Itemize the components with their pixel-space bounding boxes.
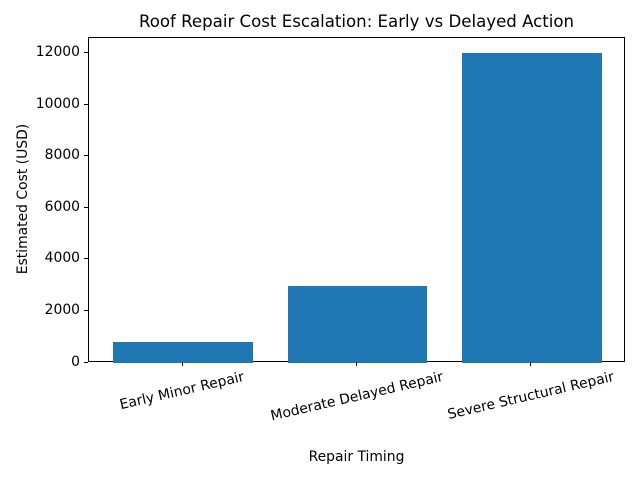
- plot-area: [88, 37, 625, 363]
- y-tick-label: 0: [71, 353, 80, 370]
- x-tick-label-moderate-delayed-repair: Moderate Delayed Repair: [268, 369, 445, 425]
- x-tick-label-severe-structural-repair: Severe Structural Repair: [446, 368, 616, 423]
- y-tick-label: 12000: [35, 43, 80, 60]
- y-tick-mark: [84, 309, 88, 311]
- y-tick-label: 6000: [44, 198, 80, 215]
- y-tick-mark: [84, 103, 88, 105]
- y-tick-mark: [84, 51, 88, 53]
- y-tick-mark: [84, 206, 88, 208]
- y-tick-mark: [84, 258, 88, 260]
- bar-moderate-delayed-repair: [287, 285, 428, 363]
- bar-early-minor-repair: [113, 342, 253, 363]
- y-tick-mark: [84, 155, 88, 157]
- y-tick-label: 2000: [44, 301, 80, 318]
- y-tick-mark: [84, 361, 88, 363]
- y-tick-label: 8000: [44, 147, 80, 164]
- x-axis-label: Repair Timing: [308, 449, 405, 465]
- bar-severe-structural-repair: [462, 53, 602, 363]
- chart-title: Roof Repair Cost Escalation: Early vs De…: [138, 12, 575, 31]
- x-tick-label-early-minor-repair: Early Minor Repair: [118, 368, 246, 414]
- y-tick-label: 4000: [44, 250, 80, 267]
- x-tick-mark: [181, 362, 183, 366]
- x-tick-mark: [356, 362, 357, 366]
- y-tick-label: 10000: [35, 95, 80, 112]
- x-tick-mark: [530, 362, 532, 366]
